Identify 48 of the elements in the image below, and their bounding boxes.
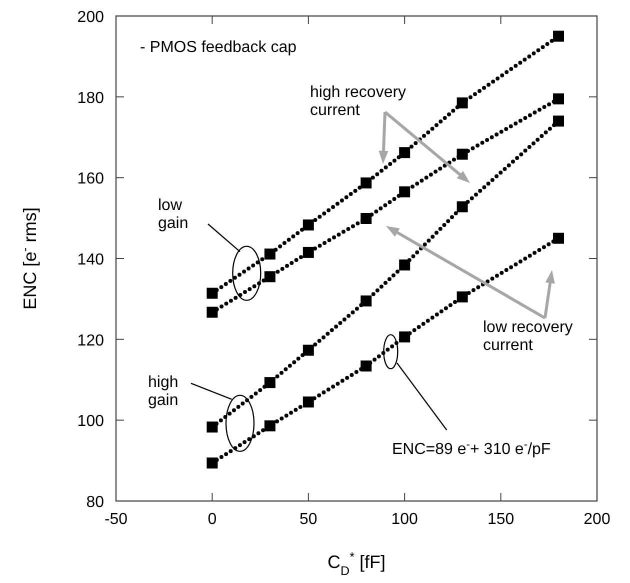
- x-tick-label: 0: [208, 511, 217, 528]
- point: [264, 377, 276, 388]
- annotation: ENC=89 e$^{-}$+ 310 e$^{-}$/pF: [392, 439, 551, 458]
- point: [302, 219, 314, 230]
- point: [206, 458, 218, 469]
- point: [302, 344, 314, 356]
- point: [206, 422, 218, 433]
- point: [264, 420, 276, 432]
- annotation: low gain: [158, 197, 188, 232]
- point: [302, 396, 314, 408]
- x-tick-label: 100: [391, 511, 418, 528]
- point: [360, 212, 372, 224]
- point: [302, 246, 314, 258]
- point: [360, 177, 372, 188]
- annotation: - PMOS feedback cap: [140, 39, 297, 56]
- annotation: low recovery current: [483, 319, 573, 354]
- point: [399, 259, 410, 270]
- point: [553, 232, 564, 244]
- point: [456, 201, 468, 212]
- point: [264, 271, 276, 282]
- x-axis-title: C$_{D}$$^{*}$ [fF]: [327, 550, 386, 578]
- point: [206, 306, 218, 318]
- point: [399, 186, 410, 198]
- x-tick-label: 50: [300, 511, 318, 528]
- point: [206, 288, 218, 299]
- annotation: high recovery current: [310, 84, 406, 119]
- point: [456, 97, 468, 108]
- x-tick-label: 150: [487, 511, 514, 528]
- y-tick-label: 120: [77, 332, 104, 350]
- x-tick-label: 200: [584, 511, 610, 528]
- point: [360, 360, 372, 372]
- point: [456, 148, 468, 160]
- point: [553, 93, 564, 104]
- point: [264, 248, 276, 260]
- y-tick-label: 140: [77, 252, 104, 268]
- point: [399, 147, 410, 158]
- point: [456, 291, 468, 302]
- y-tick-label: 200: [77, 9, 104, 26]
- point: [553, 30, 564, 42]
- y-tick-label: 160: [77, 170, 104, 188]
- y-tick-label: 100: [77, 413, 104, 430]
- y-tick-label: 180: [77, 90, 104, 107]
- y-tick-label: 80: [86, 494, 104, 511]
- point: [360, 295, 372, 306]
- point: [399, 331, 410, 342]
- x-tick-label: -50: [104, 511, 128, 528]
- point: [553, 116, 564, 127]
- annotation: high gain: [148, 374, 178, 409]
